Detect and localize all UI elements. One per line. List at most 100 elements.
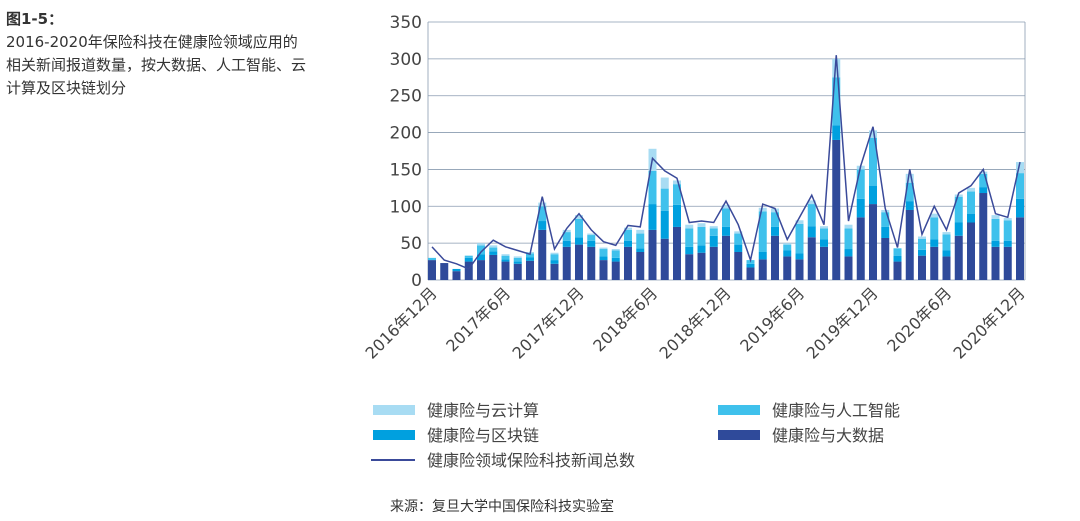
bar-segment bbox=[734, 233, 743, 245]
bar-segment bbox=[575, 218, 583, 238]
x-tick-label: 2019年6月 bbox=[736, 283, 808, 355]
bar-segment bbox=[501, 254, 510, 256]
x-tick-label: 2018年6月 bbox=[589, 283, 661, 355]
x-tick-label: 2019年12月 bbox=[803, 283, 882, 362]
bar-segment bbox=[501, 259, 510, 262]
bar-segment bbox=[538, 206, 547, 222]
bar-segment bbox=[893, 261, 902, 280]
bar-segment bbox=[685, 254, 694, 280]
bar-segment bbox=[452, 271, 461, 280]
bar-segment bbox=[893, 255, 902, 262]
bar-segment bbox=[979, 171, 988, 174]
bar-segment bbox=[599, 260, 608, 280]
chart-title: 2016-2020年保险科技在健康险领域应用的相关新闻报道数量，按大数据、人工智… bbox=[6, 33, 307, 97]
bar-segment bbox=[673, 204, 681, 227]
bar-segment bbox=[979, 193, 988, 280]
bar-segment bbox=[624, 240, 632, 247]
bar-segment bbox=[930, 246, 939, 280]
bar-segment bbox=[1003, 220, 1012, 241]
bar-segment bbox=[783, 244, 792, 251]
bar-segment bbox=[954, 235, 963, 280]
bar-segment bbox=[440, 263, 449, 280]
bar-segment bbox=[660, 238, 669, 280]
source: 来源：复旦大学中国保险科技实验室 bbox=[390, 499, 614, 515]
bar-segment bbox=[673, 226, 681, 280]
bar-segment bbox=[905, 209, 914, 280]
y-tick-label: 350 bbox=[390, 13, 422, 33]
bar-segment bbox=[1003, 246, 1012, 280]
bar-segment bbox=[820, 226, 828, 229]
bar-segment bbox=[452, 268, 461, 272]
bar-segment bbox=[881, 237, 890, 280]
bar-segment bbox=[538, 229, 547, 280]
legend-label: 健康险与大数据 bbox=[772, 426, 884, 445]
bar-segment bbox=[550, 263, 559, 280]
bar-segment bbox=[991, 240, 1000, 247]
y-tick-label: 50 bbox=[400, 234, 422, 254]
bar-segment bbox=[979, 187, 988, 194]
bar-segment bbox=[918, 238, 926, 250]
bar-segment bbox=[942, 232, 951, 235]
bar-segment bbox=[477, 254, 485, 261]
bar-segment bbox=[477, 245, 485, 255]
bar-segment bbox=[709, 235, 718, 247]
legend-label: 健康险与云计算 bbox=[427, 401, 539, 420]
x-tick-label: 2016年12月 bbox=[362, 283, 441, 362]
bar-segment bbox=[526, 253, 534, 258]
bar-segment bbox=[1016, 173, 1024, 199]
bar-segment bbox=[832, 125, 841, 140]
bar-segment bbox=[820, 246, 828, 280]
bar-segment bbox=[575, 244, 583, 280]
bar-segment bbox=[562, 246, 571, 280]
bar-segment bbox=[967, 213, 975, 223]
bar-segment bbox=[967, 191, 975, 214]
legend-label: 健康险领域保险科技新闻总数 bbox=[427, 451, 635, 470]
bar-segment bbox=[550, 252, 559, 255]
bar-segment bbox=[807, 200, 816, 205]
bar-segment bbox=[636, 233, 645, 249]
bar-segment bbox=[697, 252, 706, 280]
bar-segment bbox=[771, 212, 779, 227]
bar-segment bbox=[832, 77, 841, 126]
legend-swatch bbox=[373, 405, 415, 415]
x-tick-label: 2017年12月 bbox=[509, 283, 588, 362]
bar-segment bbox=[722, 235, 730, 280]
bar-segment bbox=[893, 248, 902, 256]
bar-segment bbox=[930, 217, 939, 240]
x-tick-label: 2020年6月 bbox=[883, 283, 955, 355]
bar-segment bbox=[918, 249, 926, 256]
bar-segment bbox=[930, 239, 939, 247]
bar-segment bbox=[746, 267, 755, 280]
bar-segment bbox=[709, 246, 718, 280]
bar-segment bbox=[587, 246, 596, 280]
bar-segment bbox=[734, 251, 743, 280]
bar-segment bbox=[844, 249, 853, 257]
figure-label: 图1-5： bbox=[6, 10, 64, 28]
bar-segment bbox=[464, 261, 473, 280]
bar-segment bbox=[807, 204, 816, 227]
bar-segment bbox=[562, 240, 571, 247]
bar-segment bbox=[636, 251, 645, 280]
bar-segment bbox=[869, 137, 877, 186]
total-line bbox=[431, 55, 1021, 270]
bar-segment bbox=[869, 185, 877, 205]
bar-segment bbox=[967, 187, 975, 192]
bar-segment bbox=[501, 255, 510, 260]
x-tick-label: 2018年12月 bbox=[656, 283, 735, 362]
bar-segment bbox=[832, 139, 841, 280]
bar-segment bbox=[697, 226, 706, 246]
bar-segment bbox=[636, 248, 645, 252]
bar-segment bbox=[513, 256, 522, 258]
bar-segment bbox=[771, 235, 779, 280]
bar-segment bbox=[844, 224, 853, 229]
bar-segment bbox=[464, 255, 473, 258]
bar-segment bbox=[722, 204, 730, 209]
bar-segment bbox=[856, 217, 865, 280]
y-tick-label: 250 bbox=[390, 87, 422, 107]
bar-segment bbox=[820, 228, 828, 240]
bar-segment bbox=[526, 257, 534, 261]
bar-segment bbox=[1003, 240, 1012, 247]
bar-segment bbox=[783, 243, 792, 245]
bar-segment bbox=[489, 247, 498, 252]
bar-segment bbox=[538, 221, 547, 230]
